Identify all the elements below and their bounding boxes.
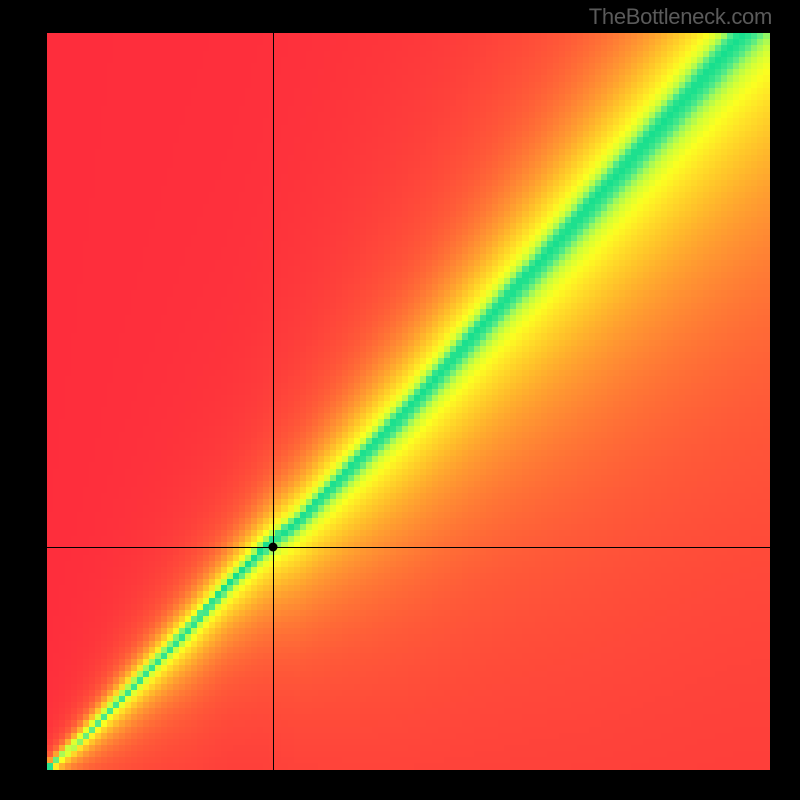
attribution-text: TheBottleneck.com <box>589 4 772 30</box>
heatmap-canvas <box>47 33 770 770</box>
heatmap-plot <box>47 33 770 770</box>
selection-marker <box>268 543 277 552</box>
chart-frame: TheBottleneck.com <box>0 0 800 800</box>
crosshair-vertical <box>273 33 274 770</box>
crosshair-horizontal <box>47 547 770 548</box>
